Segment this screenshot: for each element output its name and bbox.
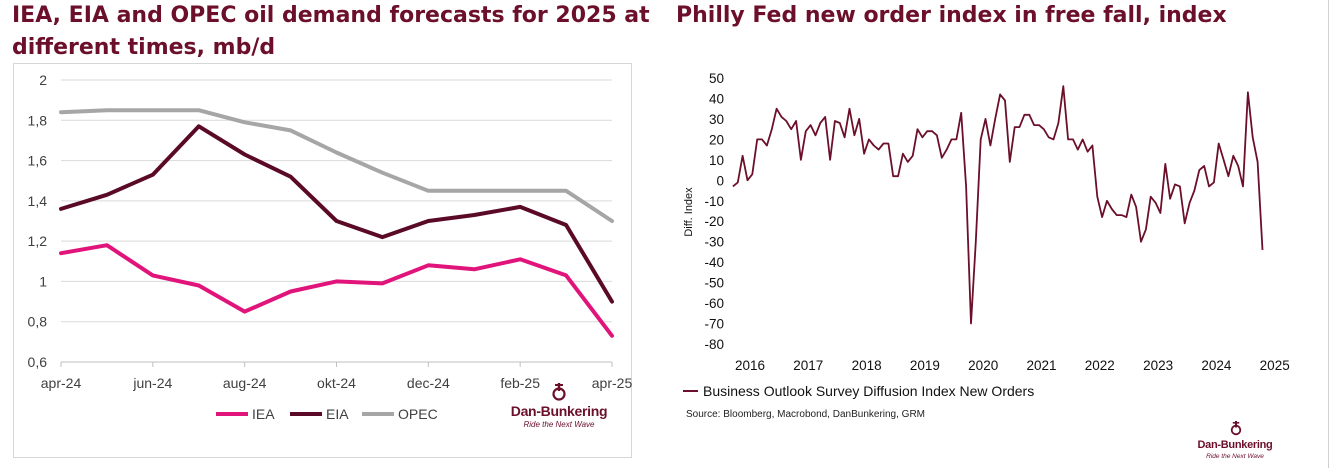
x-tick-label: feb-25 [500, 375, 540, 391]
y-tick-label: 1 [39, 273, 47, 289]
logo-name: Dan-Bunkering [511, 403, 607, 419]
y-tick-label: 1,6 [28, 153, 48, 169]
y-tick-label: -70 [704, 317, 724, 332]
x-tick-label: 2017 [793, 358, 823, 373]
y-tick-label: 0,6 [28, 354, 48, 370]
legend-label-eia: EIA [326, 406, 349, 422]
y-tick-label: -60 [704, 296, 724, 311]
series-line-new-orders [732, 85, 1264, 325]
x-tick-label: jun-24 [132, 375, 172, 391]
source-note: Source: Bloomberg, Macrobond, DanBunkeri… [686, 409, 925, 420]
x-tick-label: apr-24 [41, 375, 82, 391]
y-tick-label: 1,2 [28, 233, 48, 249]
x-tick-label: 2016 [735, 358, 765, 373]
y-tick-label: 0 [716, 173, 724, 188]
right-chart-title: Philly Fed new order index in free fall,… [676, 3, 1227, 28]
y-tick-label: -40 [704, 255, 724, 270]
y-tick-label: 30 [709, 112, 724, 127]
x-tick-label: 2021 [1026, 358, 1056, 373]
series-line-iea [59, 243, 614, 338]
x-tick-label: 2022 [1085, 358, 1115, 373]
y-tick-label: 40 [709, 91, 724, 106]
logo-tagline: Ride the Next Wave [524, 420, 596, 429]
y-tick-label: 0,8 [28, 314, 48, 330]
legend-label-opec: OPEC [398, 406, 438, 422]
y-tick-label: 1,4 [28, 193, 48, 209]
x-tick-label: okt-24 [317, 375, 356, 391]
y-tick-label: 2 [39, 72, 47, 88]
logo-tagline: Ride the Next Wave [1206, 453, 1264, 460]
y-tick-label: -80 [704, 337, 724, 352]
left-logo: Dan-Bunkering Ride the Next Wave [511, 383, 608, 429]
right-chart-series [732, 85, 1264, 325]
right-logo: Dan-Bunkering Ride the Next Wave [1198, 421, 1273, 460]
y-tick-label: -20 [704, 214, 724, 229]
x-tick-label: 2019 [910, 358, 940, 373]
y-tick-label: 10 [709, 153, 724, 168]
x-tick-label: apr-25 [592, 375, 633, 391]
y-tick-label: 1,8 [28, 112, 48, 128]
x-tick-label: aug-24 [223, 375, 267, 391]
left-chart-title: IEA, EIA and OPEC oil demand forecasts f… [12, 3, 650, 60]
y-tick-label: 20 [709, 132, 724, 147]
x-tick-label: 2025 [1260, 358, 1290, 373]
right-chart-legend: Business Outlook Survey Diffusion Index … [683, 383, 1034, 399]
right-chart-y-ticks: -80 -70 -60 -50 -40 -30 -20 -10 0 10 20 30 40 50 [704, 71, 724, 352]
logo-name: Dan-Bunkering [1198, 439, 1273, 451]
y-tick-label: -50 [704, 276, 724, 291]
anchor-icon [1230, 421, 1242, 436]
series-line-opec [59, 108, 614, 223]
y-tick-label: 50 [709, 71, 724, 86]
left-chart-y-ticks: 0,6 0,8 1 1,2 1,4 1,6 1,8 2 [28, 72, 48, 370]
left-chart-legend: IEA EIA OPEC [216, 406, 438, 422]
y-tick-label: -30 [704, 235, 724, 250]
left-chart-series [59, 108, 614, 338]
x-tick-label: dec-24 [407, 375, 450, 391]
x-tick-label: 2024 [1201, 358, 1232, 373]
x-tick-label: 2018 [852, 358, 882, 373]
x-tick-label: 2023 [1143, 358, 1173, 373]
panel-divider [1328, 0, 1329, 468]
legend-label-iea: IEA [252, 406, 275, 422]
legend-label-philly: Business Outlook Survey Diffusion Index … [703, 383, 1034, 399]
left-chart-x-ticks: apr-24 jun-24 aug-24 okt-24 dec-24 feb-25 apr-… [41, 361, 633, 391]
right-chart-y-axis-title: Diff. Index [683, 187, 695, 237]
series-line-eia [59, 124, 614, 304]
x-tick-label: 2020 [968, 358, 998, 373]
y-tick-label: -10 [704, 194, 724, 209]
right-chart-x-ticks: 2016 2017 2018 2019 2020 2021 2022 2023 2024 2025 [735, 358, 1290, 373]
anchor-icon [552, 383, 566, 401]
